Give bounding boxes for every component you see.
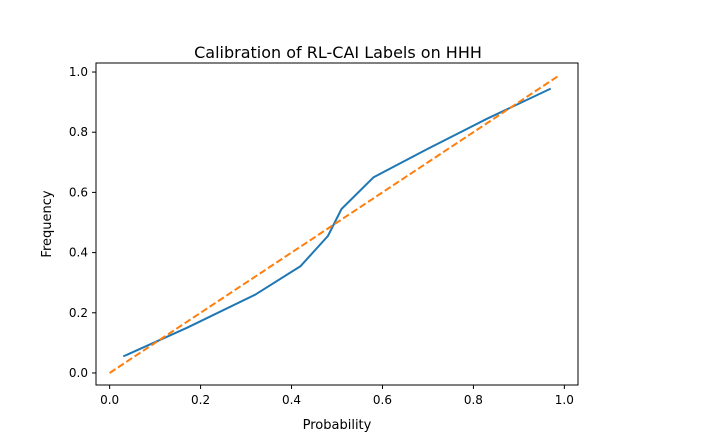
- x-tick-label: 0.6: [373, 393, 392, 407]
- y-tick-label: 1.0: [69, 65, 88, 79]
- y-tick-label: 0.4: [69, 246, 88, 260]
- x-tick-label: 0.8: [464, 393, 483, 407]
- plot-frame: [95, 62, 579, 386]
- y-axis-label: Frequency: [40, 190, 55, 257]
- y-tick-label: 0.6: [69, 185, 88, 199]
- y-tick-label: 0.8: [69, 125, 88, 139]
- x-axis-label: Probability: [303, 418, 372, 433]
- calibration-line: [122, 87, 552, 358]
- y-axis: 0.0 0.2 0.4 0.6 0.8 1.0: [69, 65, 96, 380]
- x-tick-label: 0.2: [191, 393, 210, 407]
- series-layer: [109, 74, 561, 374]
- y-tick-label: 0.2: [69, 306, 88, 320]
- x-tick-label: 0.4: [282, 393, 301, 407]
- x-tick-label: 1.0: [555, 393, 574, 407]
- chart-title: Calibration of RL-CAI Labels on HHH: [194, 43, 482, 62]
- y-tick-label: 0.0: [69, 366, 88, 380]
- x-tick-label: 0.0: [100, 393, 119, 407]
- x-axis: 0.0 0.2 0.4 0.6 0.8 1.0: [100, 385, 574, 407]
